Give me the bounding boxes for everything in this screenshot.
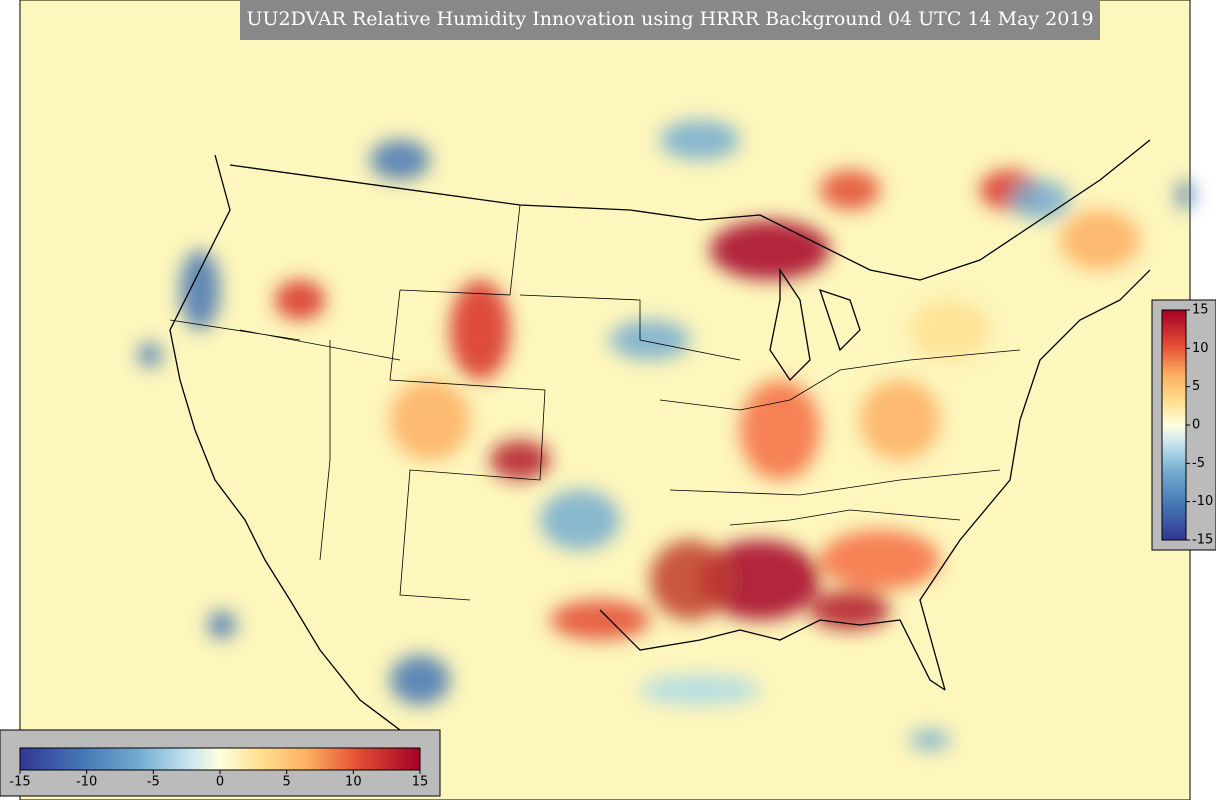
field-blob	[700, 540, 820, 620]
tick-label: 0	[216, 775, 224, 790]
field-blob	[1010, 180, 1070, 220]
field-blob	[390, 655, 450, 705]
field-blob	[180, 250, 220, 330]
map-area	[19, 0, 1191, 800]
field-blob	[540, 490, 620, 550]
title-box	[240, 0, 1100, 40]
tick-label: 0	[1192, 418, 1200, 433]
tick-label: 5	[1192, 379, 1200, 394]
field-blob	[390, 380, 470, 460]
field-blob	[640, 675, 760, 705]
colorbar	[19, 747, 421, 771]
field-blob	[138, 343, 162, 367]
field-blob	[450, 280, 510, 380]
tick-label: -5	[1192, 456, 1205, 471]
tick-label: 15	[412, 775, 429, 790]
tick-label: -15	[9, 775, 30, 790]
field-blob	[910, 730, 950, 750]
field-blob	[810, 590, 890, 630]
field-blob	[820, 170, 880, 210]
field-blob	[1060, 210, 1140, 270]
field-blob	[1177, 180, 1193, 210]
field-blob	[208, 611, 236, 639]
tick-label: 15	[1192, 303, 1209, 318]
field-blob	[820, 530, 940, 590]
tick-label: 5	[283, 775, 291, 790]
field-blob	[550, 600, 650, 640]
field-blob	[660, 120, 740, 160]
field-blob	[610, 320, 690, 360]
field-blob	[650, 540, 730, 620]
field-blob	[860, 380, 940, 460]
humidity-field	[138, 120, 1193, 750]
tick-label: 10	[345, 775, 362, 790]
tick-label: -15	[1192, 533, 1213, 548]
tick-label: -5	[147, 775, 160, 790]
field-blob	[275, 280, 325, 320]
tick-label: -10	[76, 775, 97, 790]
field-blob	[710, 220, 830, 280]
field-blob	[370, 140, 430, 180]
field-blob	[910, 300, 990, 360]
colorbar	[1161, 309, 1187, 541]
field-blob	[490, 440, 550, 480]
tick-label: 10	[1192, 341, 1209, 356]
field-blob	[740, 380, 820, 480]
map-title: UU2DVAR Relative Humidity Innovation usi…	[246, 8, 1093, 30]
tick-label: -10	[1192, 494, 1213, 509]
boundaries	[169, 139, 1151, 731]
